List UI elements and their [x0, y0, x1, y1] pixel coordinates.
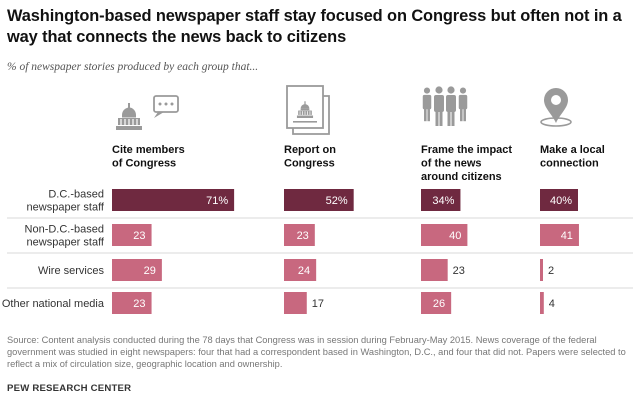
panel-header: Report on Congress	[284, 144, 336, 170]
bar	[112, 259, 162, 281]
data-label: 40	[449, 230, 461, 242]
map-pin-icon	[540, 88, 572, 127]
data-label: 4	[549, 298, 555, 310]
bar	[284, 259, 317, 281]
category-label: D.C.-based newspaper staff	[27, 189, 105, 214]
bar	[284, 224, 315, 246]
bar	[421, 224, 468, 246]
capitol-speech-bubble-icon	[116, 95, 179, 130]
bar	[540, 224, 579, 246]
category-label: Non-D.C.-based newspaper staff	[25, 224, 105, 249]
data-label: 52%	[326, 195, 348, 207]
bar	[112, 292, 152, 314]
bar	[284, 292, 307, 314]
category-label: Other national media	[2, 298, 105, 310]
bar	[540, 259, 543, 281]
panel-header: Frame the impact of the news around citize…	[421, 144, 512, 183]
data-label: 17	[312, 298, 324, 310]
bar	[112, 189, 235, 211]
bar	[421, 189, 461, 211]
panel-header: Make a local connection	[540, 144, 605, 170]
bar	[540, 189, 578, 211]
chart-subtitle: % of newspaper stories produced by each …	[7, 61, 259, 73]
data-label: 23	[297, 230, 309, 242]
data-label: 24	[298, 265, 310, 277]
data-label: 29	[144, 265, 156, 277]
bar	[421, 292, 452, 314]
citizens-group-icon	[422, 86, 468, 126]
data-label: 2	[548, 265, 554, 277]
data-label: 23	[453, 265, 465, 277]
data-label: 23	[133, 230, 145, 242]
data-label: 40%	[550, 195, 572, 207]
bar	[540, 292, 544, 314]
category-label: Wire services	[38, 265, 105, 277]
source-note: Source: Content analysis conducted durin…	[7, 335, 626, 370]
source-label: PEW RESEARCH CENTER	[7, 383, 132, 394]
bar	[421, 259, 448, 281]
bar	[284, 189, 354, 211]
data-label: 26	[433, 298, 445, 310]
chart-svg: D.C.-based newspaper staff Non-D.C.-based n…	[2, 85, 633, 314]
data-label: 71%	[206, 195, 228, 207]
data-label: 34%	[432, 195, 454, 207]
chart-title: Washington-based newspaper staff stay fo…	[7, 7, 622, 46]
bar	[112, 224, 152, 246]
data-label: 41	[561, 230, 573, 242]
panel-header: Cite members of Congress	[112, 144, 185, 170]
capitol-document-icon	[286, 85, 330, 135]
data-label: 23	[133, 298, 145, 310]
